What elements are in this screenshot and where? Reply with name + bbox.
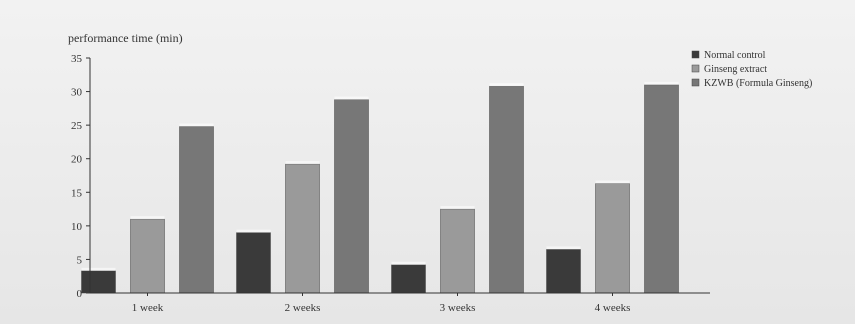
bar-highlight [644,81,679,85]
y-tick-label: 20 [71,154,83,166]
bar-1-week-series-0 [81,270,116,294]
bar-3-weeks-series-1 [440,208,475,294]
x-tick-label: 1 week [132,302,164,314]
bar-2-weeks-series-2 [334,99,369,294]
bar-highlight [179,123,214,127]
bar-highlight [334,96,369,100]
y-axis-label: performance time (min) [68,31,183,45]
legend-label: Normal control [704,50,766,61]
y-tick-label: 10 [71,221,83,233]
y-tick-label: 35 [71,53,83,65]
y-tick-label: 30 [71,87,83,99]
y-tick-label: 25 [71,120,83,132]
y-axis-ticks: 0 5 10 15 20 25 30 35 [71,53,90,300]
bar-3-weeks-series-0 [391,264,426,294]
bar-highlight [236,229,271,233]
bar-2-weeks-series-0 [236,232,271,294]
bar-4-weeks-series-0 [546,249,581,294]
bar-highlight [546,246,581,250]
legend-swatch [691,64,700,73]
bar-highlight [391,261,426,265]
bar-1-week-series-2 [179,126,214,294]
bar-highlight [440,206,475,210]
bar-highlight [489,83,524,87]
legend-label: KZWB (Formula Ginseng) [704,78,812,89]
y-tick-label: 5 [77,254,83,266]
x-tick-label: 2 weeks [285,302,321,314]
legend-swatch [691,50,700,59]
y-tick-label: 15 [71,187,83,199]
bar-4-weeks-series-2 [644,84,679,294]
legend-label: Ginseng extract [704,64,767,75]
bar-highlight [595,180,630,184]
bar-2-weeks-series-1 [285,163,320,294]
bar-3-weeks-series-2 [489,85,524,294]
bar-highlight [285,161,320,165]
bar-highlight [81,267,116,271]
legend-swatch [691,78,700,87]
x-tick-label: 3 weeks [440,302,476,314]
x-axis-ticks: 1 week 2 weeks 3 weeks 4 weeks [132,293,631,314]
bar-4-weeks-series-1 [595,183,630,294]
legend: Normal control Ginseng extract KZWB (Formu… [691,50,812,89]
bar-highlight [130,216,165,220]
y-tick-label: 0 [77,288,83,300]
bar-1-week-series-1 [130,218,165,294]
x-tick-label: 4 weeks [595,302,631,314]
